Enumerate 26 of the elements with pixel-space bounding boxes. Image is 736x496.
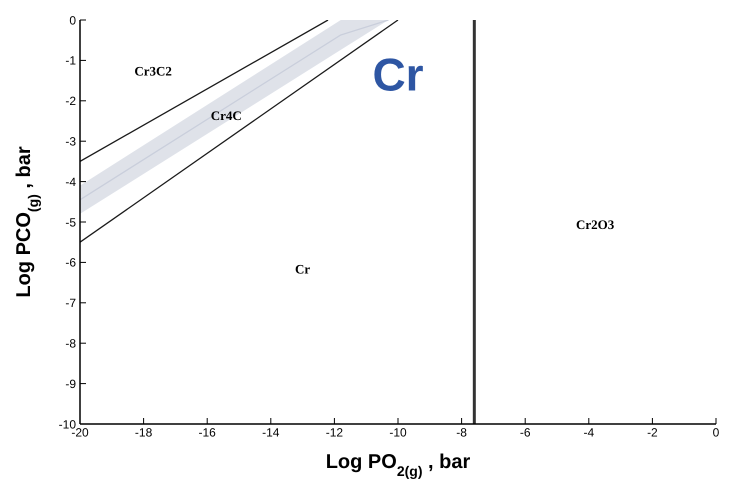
y-tick-label: -5: [65, 215, 76, 230]
x-tick-label: -8: [456, 426, 468, 440]
annotation: Cr4C: [210, 108, 242, 123]
y-tick-label: 0: [69, 13, 76, 28]
x-tick-label: -10: [389, 426, 407, 440]
y-tick-label: -6: [65, 256, 76, 270]
annotation: Cr: [295, 261, 310, 276]
y-tick-label: -4: [65, 174, 76, 189]
y-tick-label: -8: [65, 336, 76, 350]
x-tick-label: -16: [198, 426, 216, 440]
y-tick-label: -1: [65, 54, 76, 68]
y-tick-label: -9: [65, 376, 76, 391]
y-tick-label: -2: [65, 94, 76, 108]
x-tick-label: -6: [520, 426, 531, 440]
x-tick-label: -18: [134, 426, 153, 440]
x-tick-label: -12: [326, 426, 344, 440]
x-tick-label: -2: [647, 426, 658, 440]
annotation: Cr2O3: [576, 217, 615, 232]
x-axis-title: Log PO$_{2(g)}$, bar: [326, 451, 470, 479]
y-tick-label: -7: [65, 296, 76, 310]
y-tick-label: -3: [65, 134, 76, 148]
x-tick-label: 0: [712, 426, 720, 440]
text: Cr: [372, 48, 424, 101]
x-tick-label: -14: [262, 426, 280, 440]
annotation: Cr3C2: [134, 64, 172, 79]
x-tick-label: -4: [583, 426, 594, 440]
